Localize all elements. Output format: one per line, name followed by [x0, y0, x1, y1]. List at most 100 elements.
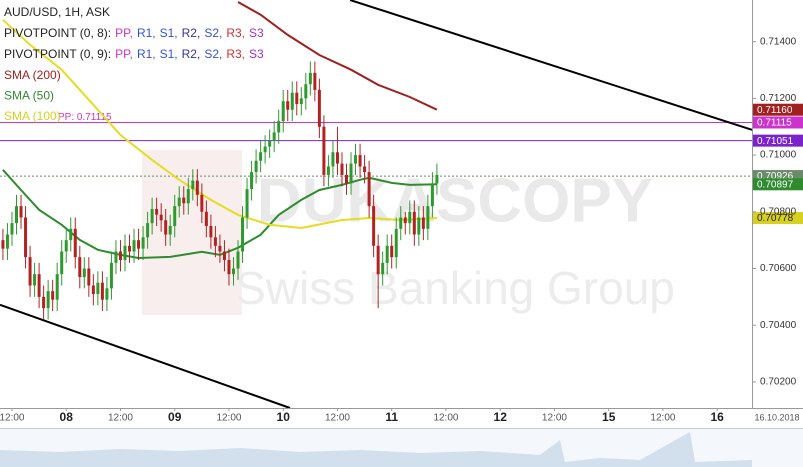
- candle-body: [385, 245, 389, 263]
- candle-body: [186, 189, 190, 204]
- candle-body: [159, 214, 163, 221]
- candle-body: [231, 268, 235, 275]
- sma-line: [237, 1, 438, 111]
- candle-body: [403, 217, 407, 224]
- chart-title: AUD/USD, 1H, ASK: [4, 5, 110, 19]
- x-tick-label: 12:00: [433, 413, 458, 424]
- x-tick-label: 09: [168, 410, 182, 424]
- candle-body: [290, 92, 294, 110]
- date-label: 16.10.2018: [754, 412, 799, 422]
- candle-body: [182, 197, 186, 204]
- legend-entry: SMA (50): [4, 89, 54, 103]
- candle-body: [430, 183, 434, 207]
- pivot-legend-item: R1,: [137, 26, 156, 40]
- candle-body: [313, 72, 317, 90]
- candle-body: [19, 206, 23, 218]
- sma-tag: [753, 103, 803, 116]
- candle-body: [209, 225, 213, 238]
- candle-body: [250, 172, 254, 190]
- pivot-legend-item: R1,: [137, 47, 156, 61]
- pivot-legend: PIVOTPOINT (0, 8): PP, R1, S1, R2, S2, R3, S3: [4, 26, 264, 40]
- pivot-legend-item: S3: [249, 47, 264, 61]
- sma-tag: [753, 212, 803, 225]
- pivot-legend: PIVOTPOINT (0, 9): PP, R1, S1, R2, S2, R3, S3: [4, 47, 264, 61]
- candle-body: [96, 282, 100, 295]
- candle-body: [37, 274, 41, 297]
- candle-body: [164, 220, 168, 235]
- trendline: [0, 303, 291, 409]
- candle-body: [295, 92, 299, 105]
- candle-body: [195, 180, 199, 195]
- trendline: [349, 0, 753, 131]
- level-tag-label: 0.70926: [757, 171, 794, 182]
- candle-body: [146, 223, 150, 238]
- pivot-legend-item: S3: [249, 26, 264, 40]
- candle-body: [335, 152, 339, 164]
- pivot-legend-item: R3,: [226, 26, 245, 40]
- candle-body: [10, 223, 14, 235]
- sma-tag-label: 0.70897: [757, 179, 794, 190]
- level-left-label: PP: 0.71115: [58, 112, 112, 123]
- candle-body: [46, 291, 50, 309]
- pivot-legend-item: R2,: [182, 26, 201, 40]
- candle-body: [200, 194, 204, 212]
- pivot-legend-item: S2,: [204, 47, 222, 61]
- candle-body: [227, 259, 231, 275]
- candle-body: [435, 174, 439, 184]
- candle-body: [268, 140, 272, 147]
- x-tick-label: 12:00: [542, 413, 567, 424]
- x-tick-label: 12: [494, 410, 508, 424]
- watermark-subtitle: Swiss Banking Group: [235, 262, 675, 314]
- candle-body: [15, 206, 19, 224]
- candle-body: [105, 288, 109, 300]
- x-tick-label: 12:00: [108, 413, 133, 424]
- x-tick-label: 12:00: [0, 413, 25, 424]
- candle-body: [1, 240, 5, 249]
- candle-body: [78, 257, 82, 278]
- candle-body: [340, 163, 344, 175]
- candle-body: [173, 206, 177, 226]
- sma-tag: [753, 178, 803, 191]
- sma-tag-label: 0.71160: [757, 105, 793, 116]
- candle-body: [372, 206, 376, 246]
- y-tick-label: 0.70400: [760, 320, 797, 331]
- candle-body: [109, 262, 113, 289]
- candle-body: [259, 152, 263, 161]
- candle-body: [55, 274, 59, 300]
- legend-entry: SMA (100): [4, 109, 61, 123]
- level-tag: [753, 134, 803, 147]
- candle-body: [390, 245, 394, 258]
- level-tag-label: 0.71051: [757, 136, 794, 147]
- candle-body: [317, 89, 321, 127]
- candle-body: [155, 208, 159, 215]
- candle-body: [349, 163, 353, 184]
- candle-body: [213, 237, 217, 246]
- pivot-legend-label: PIVOTPOINT (0, 9):: [4, 47, 111, 61]
- candle-body: [222, 251, 226, 260]
- candle-body: [118, 251, 122, 260]
- candle-body: [64, 240, 68, 252]
- candle-body: [33, 274, 37, 286]
- candle-body: [263, 146, 267, 153]
- candle-body: [236, 251, 240, 269]
- candle-body: [408, 211, 412, 224]
- y-tick-label: 0.70600: [760, 263, 797, 274]
- pivot-legend-label: PIVOTPOINT (0, 8):: [4, 26, 111, 40]
- candle-body: [28, 257, 32, 286]
- candle-body: [168, 225, 172, 235]
- time-axis-bg: [0, 408, 803, 428]
- level-tag: [753, 116, 803, 129]
- candle-body: [24, 217, 28, 258]
- candle-body: [132, 240, 136, 252]
- legend-entry: SMA (200): [4, 68, 61, 82]
- candle-body: [304, 84, 308, 99]
- candle-body: [5, 234, 9, 249]
- candle-body: [367, 172, 371, 207]
- candle-body: [299, 98, 303, 105]
- sma-line: [2, 19, 437, 230]
- candle-body: [51, 291, 55, 300]
- candle-body: [417, 217, 421, 235]
- candle-body: [412, 211, 416, 235]
- navigator-area: [0, 432, 752, 467]
